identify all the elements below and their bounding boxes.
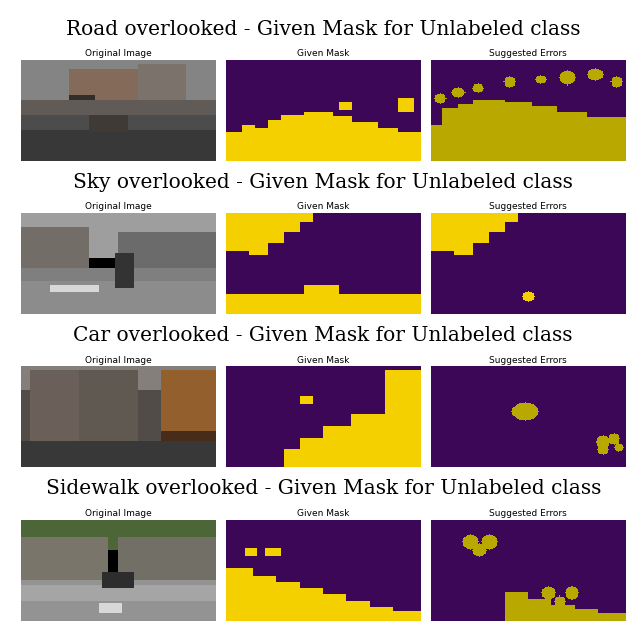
Text: Suggested Errors: Suggested Errors (489, 49, 567, 58)
Text: Car overlooked - Given Mask for Unlabeled class: Car overlooked - Given Mask for Unlabele… (74, 326, 573, 346)
Text: Suggested Errors: Suggested Errors (489, 202, 567, 211)
Text: Original Image: Original Image (85, 509, 152, 518)
Text: Original Image: Original Image (85, 202, 152, 211)
Text: Given Mask: Given Mask (297, 202, 349, 211)
Text: Given Mask: Given Mask (297, 509, 349, 518)
Text: Sky overlooked - Given Mask for Unlabeled class: Sky overlooked - Given Mask for Unlabele… (73, 173, 573, 192)
Text: Original Image: Original Image (85, 356, 152, 364)
Text: Suggested Errors: Suggested Errors (489, 509, 567, 518)
Text: Given Mask: Given Mask (297, 356, 349, 364)
Text: Given Mask: Given Mask (297, 49, 349, 58)
Text: Suggested Errors: Suggested Errors (489, 356, 567, 364)
Text: Original Image: Original Image (85, 49, 152, 58)
Text: Road overlooked - Given Mask for Unlabeled class: Road overlooked - Given Mask for Unlabel… (66, 20, 580, 39)
Text: Sidewalk overlooked - Given Mask for Unlabeled class: Sidewalk overlooked - Given Mask for Unl… (45, 479, 601, 499)
